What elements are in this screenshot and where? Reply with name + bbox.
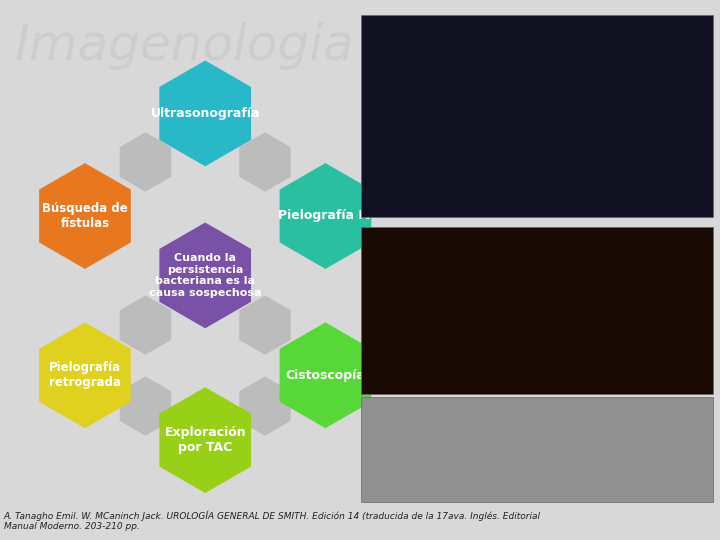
Polygon shape: [159, 387, 251, 493]
Polygon shape: [120, 376, 171, 436]
Polygon shape: [120, 132, 171, 192]
Polygon shape: [39, 163, 131, 269]
Text: Cuando la
persistencia
bacteriana es la
causa sospechosa: Cuando la persistencia bacteriana es la …: [149, 253, 261, 298]
Text: Búsqueda de
fístulas: Búsqueda de fístulas: [42, 202, 128, 230]
Polygon shape: [239, 132, 291, 192]
Bar: [361, 227, 713, 394]
Text: Exploración
por TAC: Exploración por TAC: [164, 426, 246, 454]
Text: Pielografía IV: Pielografía IV: [278, 210, 373, 222]
Text: Ultrasonografía: Ultrasonografía: [150, 107, 260, 120]
Text: A. Tanagho Emil. W. MCaninch Jack. UROLOGÍA GENERAL DE SMITH. Edición 14 (traduc: A. Tanagho Emil. W. MCaninch Jack. UROLO…: [4, 510, 541, 531]
Bar: [361, 397, 713, 502]
Polygon shape: [159, 222, 251, 328]
Polygon shape: [159, 60, 251, 166]
Polygon shape: [239, 295, 291, 355]
Polygon shape: [279, 163, 372, 269]
Polygon shape: [279, 322, 372, 428]
Bar: [361, 15, 713, 217]
Text: Pielografía
retrograda: Pielografía retrograda: [49, 361, 121, 389]
Text: Cistoscopía: Cistoscopía: [286, 369, 365, 382]
Polygon shape: [239, 376, 291, 436]
Text: Imagenologia: Imagenologia: [14, 22, 354, 70]
Polygon shape: [120, 295, 171, 355]
Polygon shape: [39, 322, 131, 428]
